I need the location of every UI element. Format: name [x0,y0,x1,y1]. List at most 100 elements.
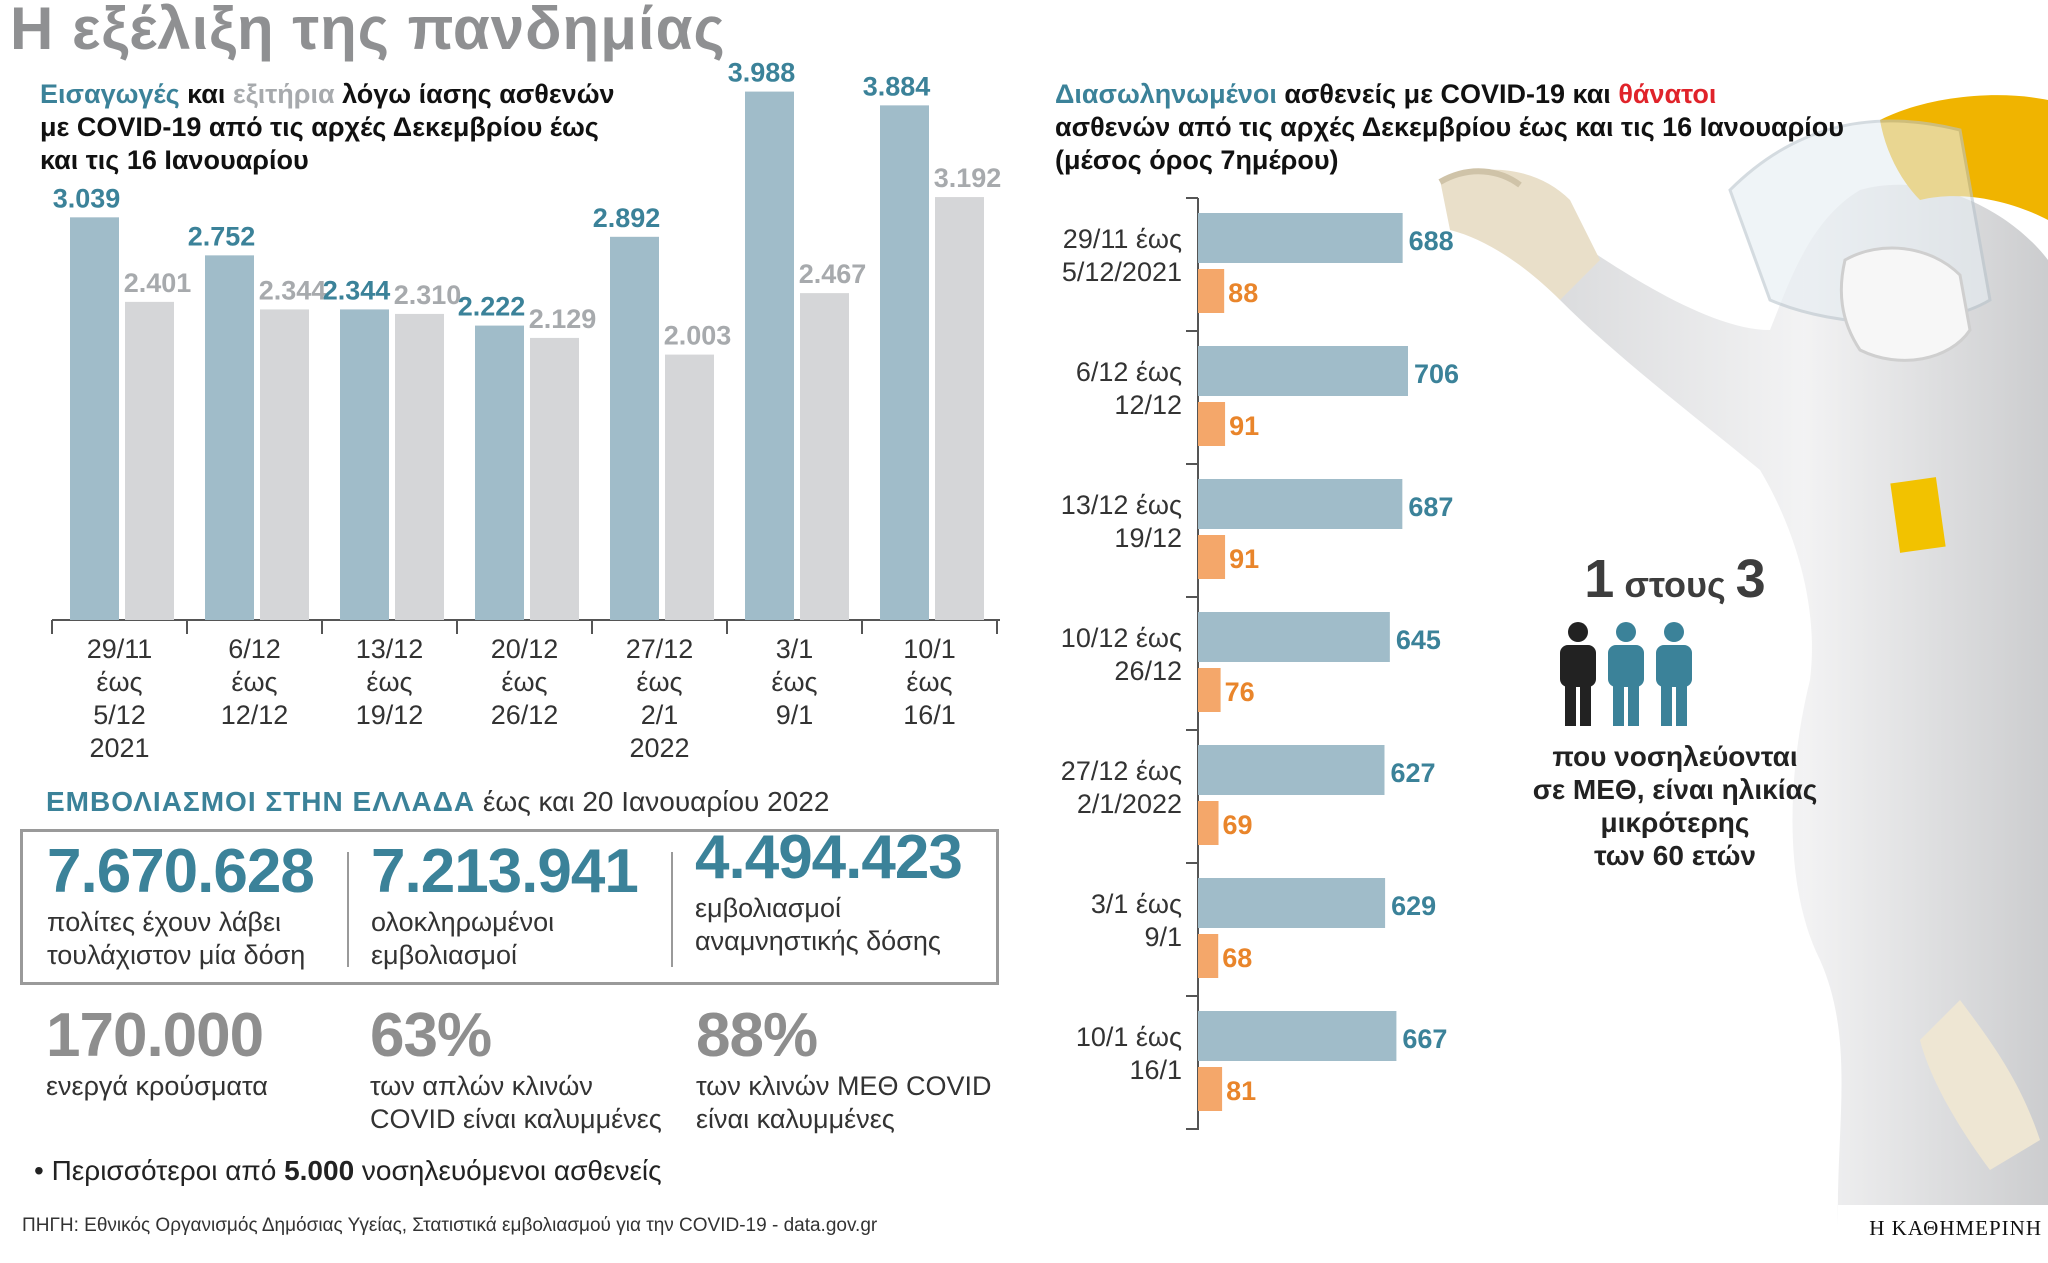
stat-active-cases: 170.000 ενεργά κρούσματα [46,1003,268,1102]
heading-text: λόγω ίασης ασθενών [334,79,615,109]
main-title: Η εξέλιξη της πανδημίας [10,0,726,62]
stat-ward-beds: 63% των απλών κλινών COVID είναι καλυμμέ… [370,1003,662,1135]
x-tick-label: 2/1 [641,700,679,730]
y-tick-label: 3/1 έως [1091,889,1182,919]
admissions-bar [205,255,254,621]
stat-value: 170.000 [46,1001,264,1070]
person-icon [1560,622,1596,726]
deaths-value-label: 76 [1225,677,1255,707]
note-number: 5.000 [284,1155,355,1186]
admissions-bar [340,309,389,620]
heading-text: (μέσος όρος 7ημέρου) [1055,145,1339,175]
icu-chart-heading: Διασωληνωμένοι ασθενείς με COVID-19 και … [1055,78,1915,177]
ratio-word: στους [1614,564,1736,605]
person-torso [1656,645,1692,687]
vaccination-title-date: έως και 20 Ιανουαρίου 2022 [475,786,830,817]
deaths-bar [1198,801,1219,845]
stat-label: τουλάχιστον μία δόση [47,940,306,970]
intubated-value-label: 706 [1414,359,1459,389]
icu-ratio-text: που νοσηλεύονται σε ΜΕΘ, είναι ηλικίας μ… [1480,740,1870,872]
person-torso [1560,645,1596,687]
x-tick-label: έως [96,667,142,697]
intubated-value-label: 627 [1391,758,1436,788]
vaccination-title-caps: ΕΜΒΟΛΙΑΣΜΟΙ ΣΤΗΝ ΕΛΛΑΔΑ [46,786,476,817]
admissions-bar [880,105,929,621]
divider [347,852,349,967]
admissions-value-label: 3.039 [53,183,121,213]
intubated-bar [1198,479,1403,529]
discharges-bar [665,354,714,620]
deaths-bar [1198,402,1226,446]
y-tick-label: 9/1 [1144,922,1182,952]
person-leg [1661,684,1672,726]
x-tick-label: 10/1 [903,634,956,664]
stat-value: 4.494.423 [695,823,963,892]
ratio-line: μικρότερης [1600,807,1750,838]
intubated-legend-label: Διασωληνωμένοι [1055,79,1277,109]
x-tick-label: 16/1 [903,700,956,730]
y-tick-label: 16/1 [1129,1055,1182,1085]
stat-first-dose: 7.670.628 πολίτες έχουν λάβει τουλάχιστο… [47,837,315,971]
y-tick-label: 6/12 έως [1076,357,1182,387]
discharges-bar [935,197,984,620]
x-tick-label: έως [771,667,817,697]
brand-logo: Η ΚΑΘΗΜΕΡΙΝΗ [1863,1216,2048,1241]
person-leg [1628,684,1639,726]
discharges-bar [800,293,849,620]
discharges-value-label: 2.401 [124,268,192,298]
stat-label: εμβολιασμοί [371,940,517,970]
stat-value: 63% [370,1001,492,1070]
intubated-value-label: 687 [1408,492,1453,522]
discharges-bar [260,309,309,620]
x-tick-label: έως [366,667,412,697]
stat-icu-beds: 88% των κλινών ΜΕΘ COVID είναι καλυμμένε… [696,1003,991,1135]
heading-text: και τις 16 Ιανουαρίου [40,145,309,175]
admissions-value-label: 2.892 [593,203,661,233]
deaths-bar [1198,1067,1223,1111]
heading-text: με COVID-19 από τις αρχές Δεκεμβρίου έως [40,112,599,142]
intubated-bar [1198,346,1408,396]
heading-text: και [179,79,233,109]
ratio-line: που νοσηλεύονται [1552,741,1798,772]
admissions-bar [70,217,119,620]
icu-ratio-headline: 1 στους 3 [1525,548,1825,610]
y-tick-label: 13/12 έως [1061,490,1182,520]
stat-label: COVID είναι καλυμμένες [370,1104,662,1134]
stat-booster: 4.494.423 εμβολιασμοί αναμνηστικής δόσης [695,823,963,957]
x-tick-label: 9/1 [776,700,814,730]
vaccination-title: ΕΜΒΟΛΙΑΣΜΟΙ ΣΤΗΝ ΕΛΛΑΔΑ έως και 20 Ιανου… [46,786,829,818]
y-tick-label: 26/12 [1114,656,1182,686]
y-tick-label: 12/12 [1114,390,1182,420]
x-tick-label: έως [501,667,547,697]
stat-label: πολίτες έχουν λάβει [47,907,281,937]
person-head [1568,622,1588,642]
intubated-bar [1198,1011,1397,1061]
intubated-value-label: 629 [1391,891,1436,921]
deaths-legend-label: θάνατοι [1618,79,1717,109]
discharges-value-label: 2.310 [394,280,462,310]
divider [671,852,673,967]
x-tick-label: 29/11 [87,634,153,664]
y-tick-label: 2/1/2022 [1077,789,1182,819]
discharges-value-label: 2.344 [259,275,327,305]
discharges-bar [395,313,444,620]
person-icon [1656,622,1692,726]
intubated-value-label: 645 [1396,625,1441,655]
ratio-number: 1 [1584,549,1615,609]
admissions-value-label: 3.884 [863,71,931,101]
admissions-value-label: 2.344 [323,275,391,305]
deaths-value-label: 88 [1228,278,1258,308]
person-leg [1613,684,1624,726]
note-text: • Περισσότεροι από [34,1155,285,1186]
deaths-value-label: 69 [1223,810,1253,840]
x-tick-label: 2021 [89,733,149,763]
vaccination-stats-box: 7.670.628 πολίτες έχουν λάβει τουλάχιστο… [20,825,999,985]
y-tick-label: 10/1 έως [1076,1022,1182,1052]
stat-label: είναι καλυμμένες [696,1104,895,1134]
person-head [1664,622,1684,642]
heading-text: ασθενείς με COVID-19 και [1276,79,1619,109]
deaths-value-label: 91 [1229,544,1259,574]
x-tick-label: 2022 [629,733,689,763]
stat-value: 7.670.628 [47,837,315,906]
